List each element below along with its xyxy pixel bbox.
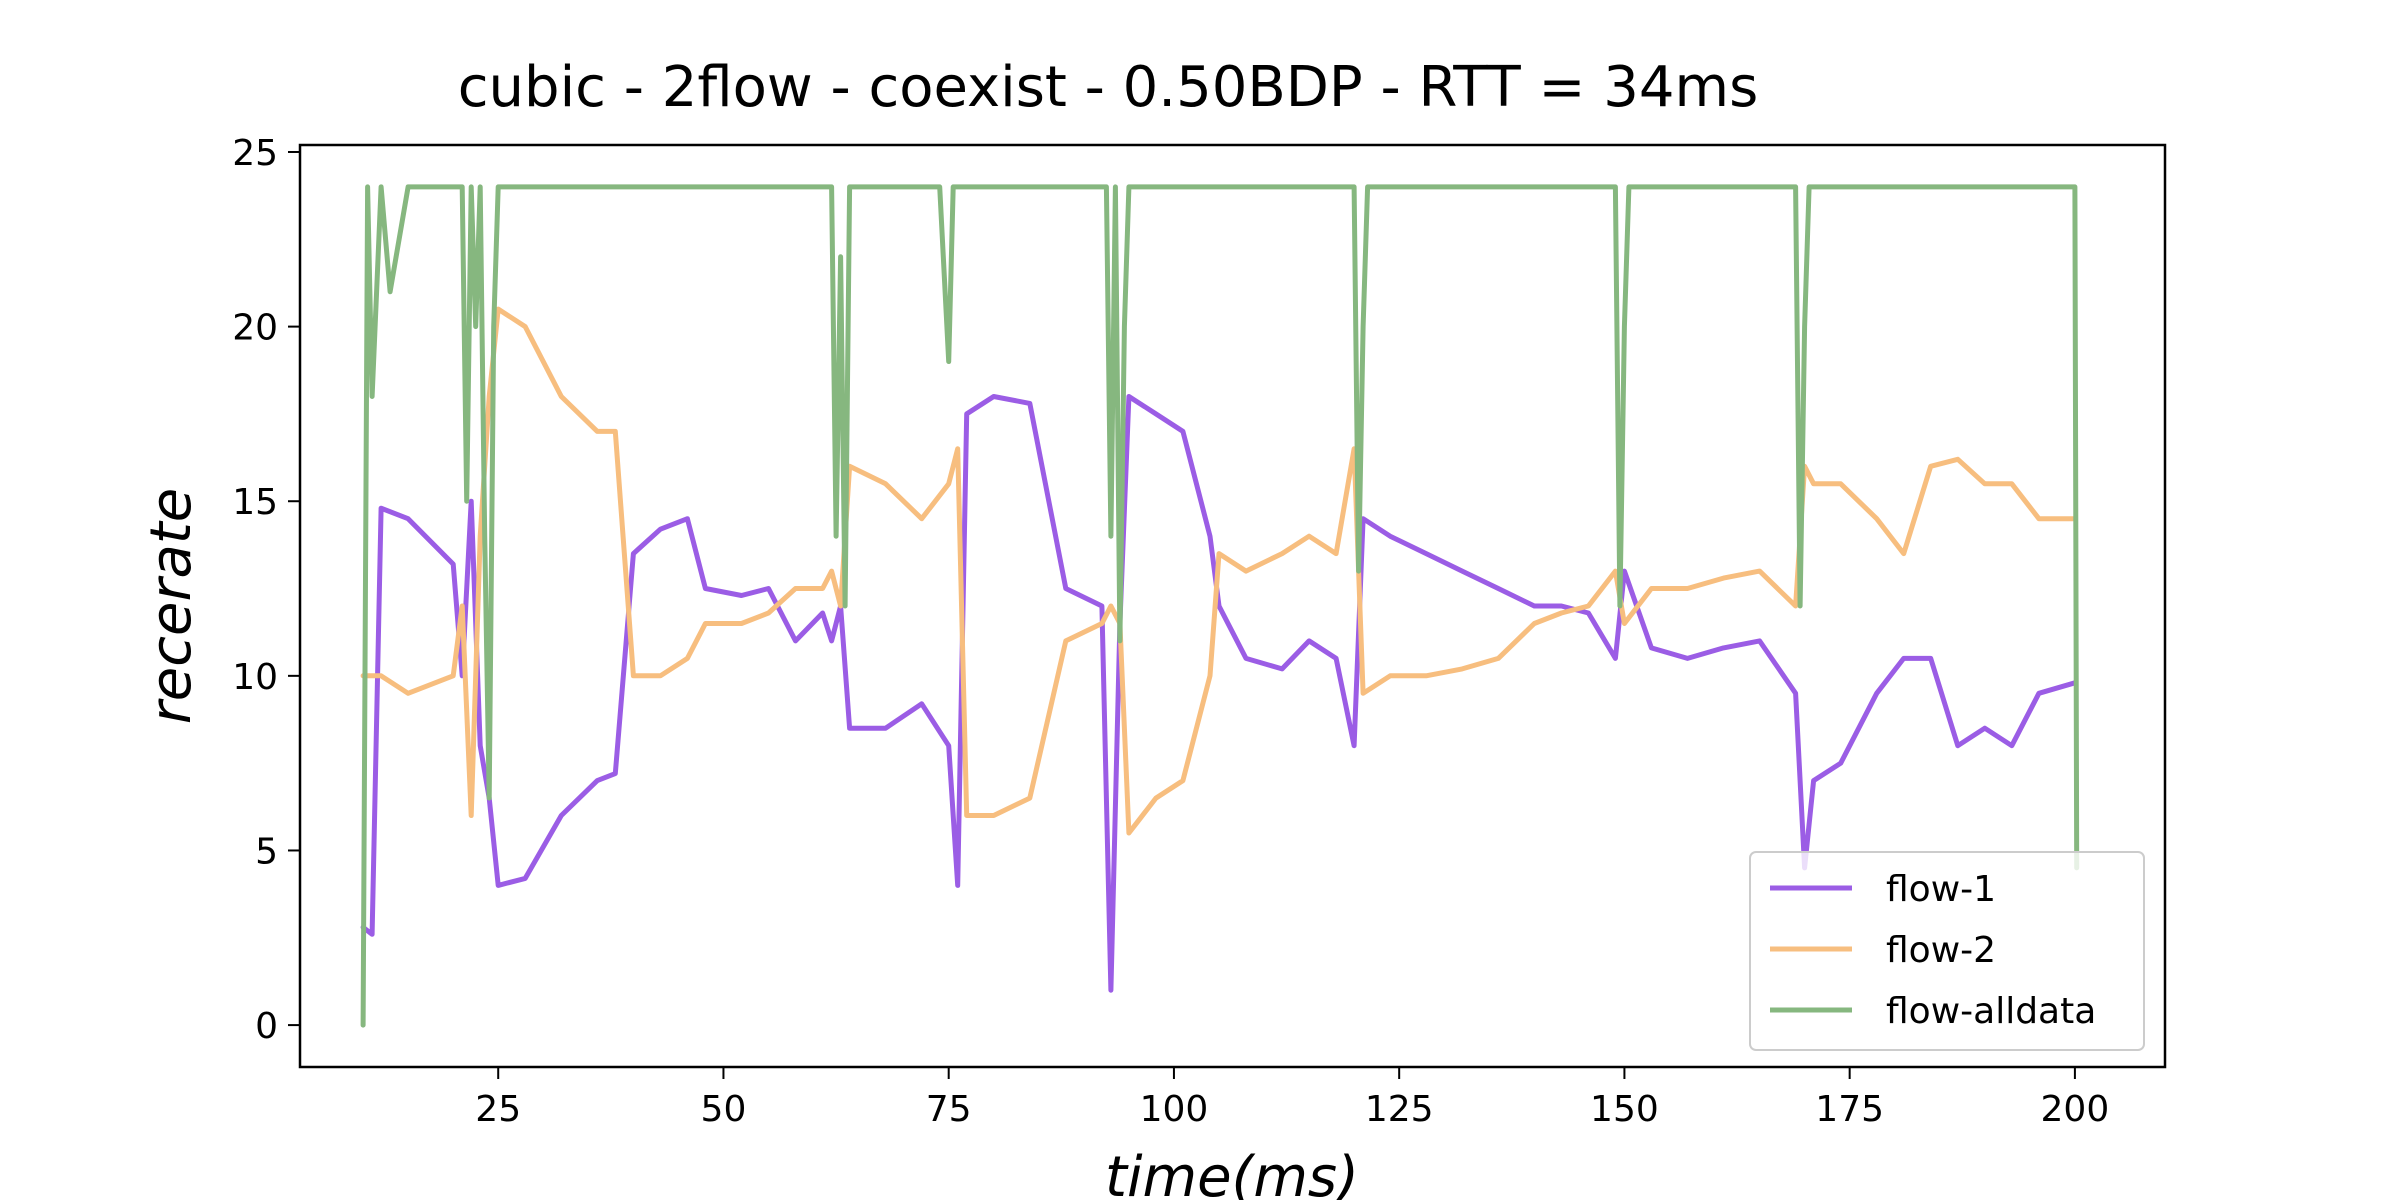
y-tick-label-0: 0 (255, 1006, 278, 1047)
legend-box (1749, 851, 2145, 1051)
series-layer (360, 184, 2080, 1028)
y-tick-label-10: 10 (232, 657, 278, 698)
y-tick-label-15: 15 (232, 482, 278, 523)
x-tick-label-150: 150 (1590, 1089, 1659, 1130)
legend-label-flow-1: flow-1 (1886, 869, 1996, 910)
x-tick-label-100: 100 (1140, 1089, 1209, 1130)
chart-title: cubic - 2flow - coexist - 0.50BDP - RTT … (458, 55, 1759, 120)
x-tick-label-200: 200 (2041, 1089, 2110, 1130)
legend-label-flow-alldata: flow-alldata (1886, 991, 2096, 1032)
y-axis-ticks: 0 5 10 15 20 25 (232, 133, 300, 1047)
series-line-flow-1 (360, 394, 2078, 993)
series-line-flow-alldata (360, 184, 2080, 1028)
x-axis-label: time(ms) (1105, 1145, 1359, 1200)
legend: flow-1 flow-2 flow-alldata (1749, 851, 2145, 1051)
plot-frame (298, 143, 2167, 1069)
x-axis-ticks: 25 50 75 100 125 150 175 200 (475, 1067, 2109, 1130)
x-tick-label-50: 50 (701, 1089, 747, 1130)
y-tick-label-5: 5 (255, 831, 278, 872)
legend-label-flow-2: flow-2 (1886, 930, 1996, 971)
y-tick-label-25: 25 (232, 133, 278, 174)
y-axis-label: recerate (139, 488, 204, 724)
x-tick-label-125: 125 (1365, 1089, 1434, 1130)
x-tick-label-75: 75 (926, 1089, 972, 1130)
series-line-flow-2 (360, 306, 2078, 836)
y-tick-label-20: 20 (232, 308, 278, 349)
x-tick-label-25: 25 (475, 1089, 521, 1130)
x-tick-label-175: 175 (1815, 1089, 1884, 1130)
